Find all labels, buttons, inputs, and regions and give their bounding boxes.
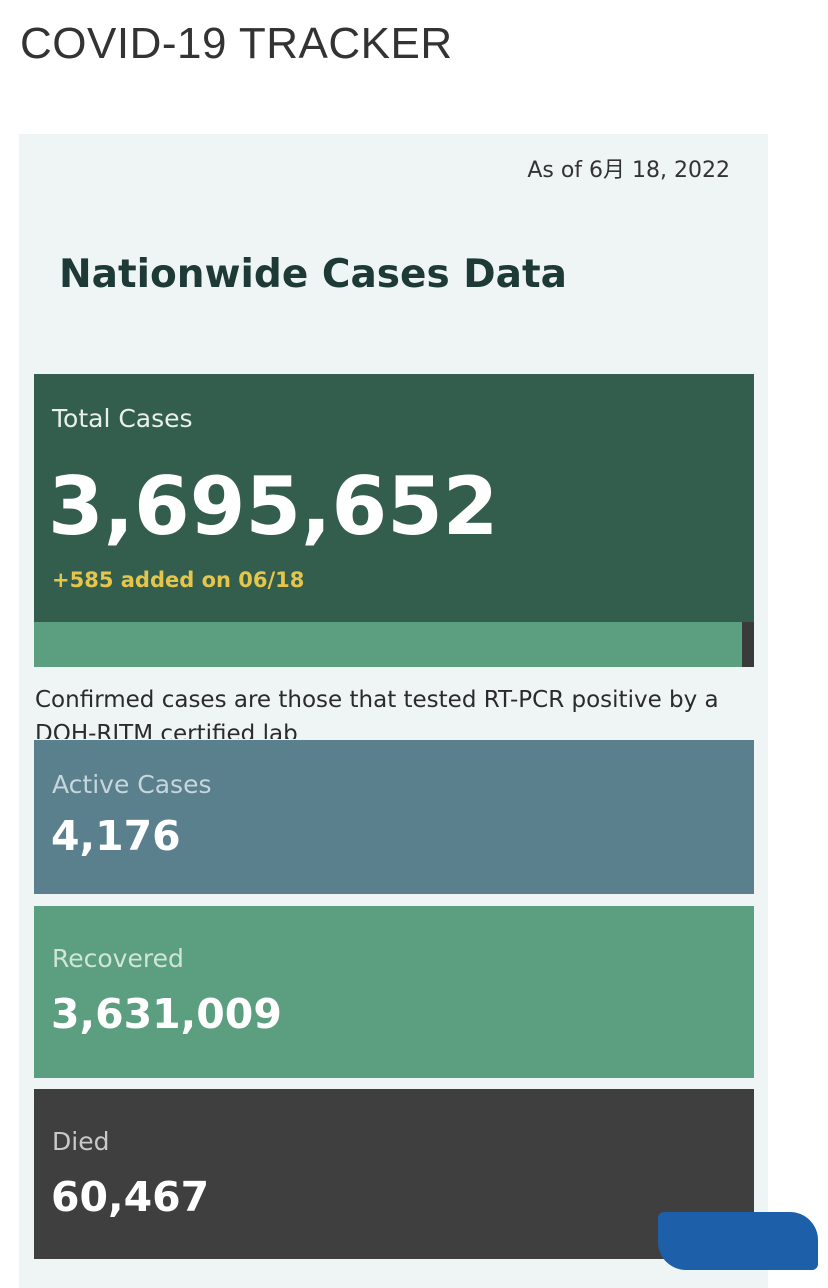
total-cases-breakdown-bar	[34, 622, 754, 667]
active-cases-value: 4,176	[51, 812, 181, 860]
section-title: Nationwide Cases Data	[59, 252, 567, 297]
active-cases-label: Active Cases	[52, 770, 212, 799]
died-card: Died 60,467	[34, 1089, 754, 1259]
total-cases-card: Total Cases 3,695,652 +585 added on 06/1…	[34, 374, 754, 622]
confirmed-cases-note: Confirmed cases are those that tested RT…	[35, 687, 719, 739]
as-of-date: As of 6月 18, 2022	[527, 158, 730, 183]
total-cases-delta: +585 added on 06/18	[52, 568, 305, 592]
recovered-card: Recovered 3,631,009	[34, 906, 754, 1078]
page-title: COVID-19 TRACKER	[20, 19, 453, 68]
died-value: 60,467	[51, 1173, 210, 1221]
recovered-value: 3,631,009	[51, 990, 282, 1038]
watermark-logo	[658, 1212, 818, 1270]
nationwide-cases-panel: As of 6月 18, 2022 Nationwide Cases Data …	[19, 134, 768, 1288]
active-cases-card: Active Cases 4,176	[34, 740, 754, 894]
total-cases-value: 3,695,652	[48, 460, 499, 553]
died-label: Died	[52, 1127, 110, 1156]
total-cases-label: Total Cases	[52, 404, 193, 433]
breakdown-bar-died-segment	[742, 622, 754, 667]
recovered-label: Recovered	[52, 944, 184, 973]
